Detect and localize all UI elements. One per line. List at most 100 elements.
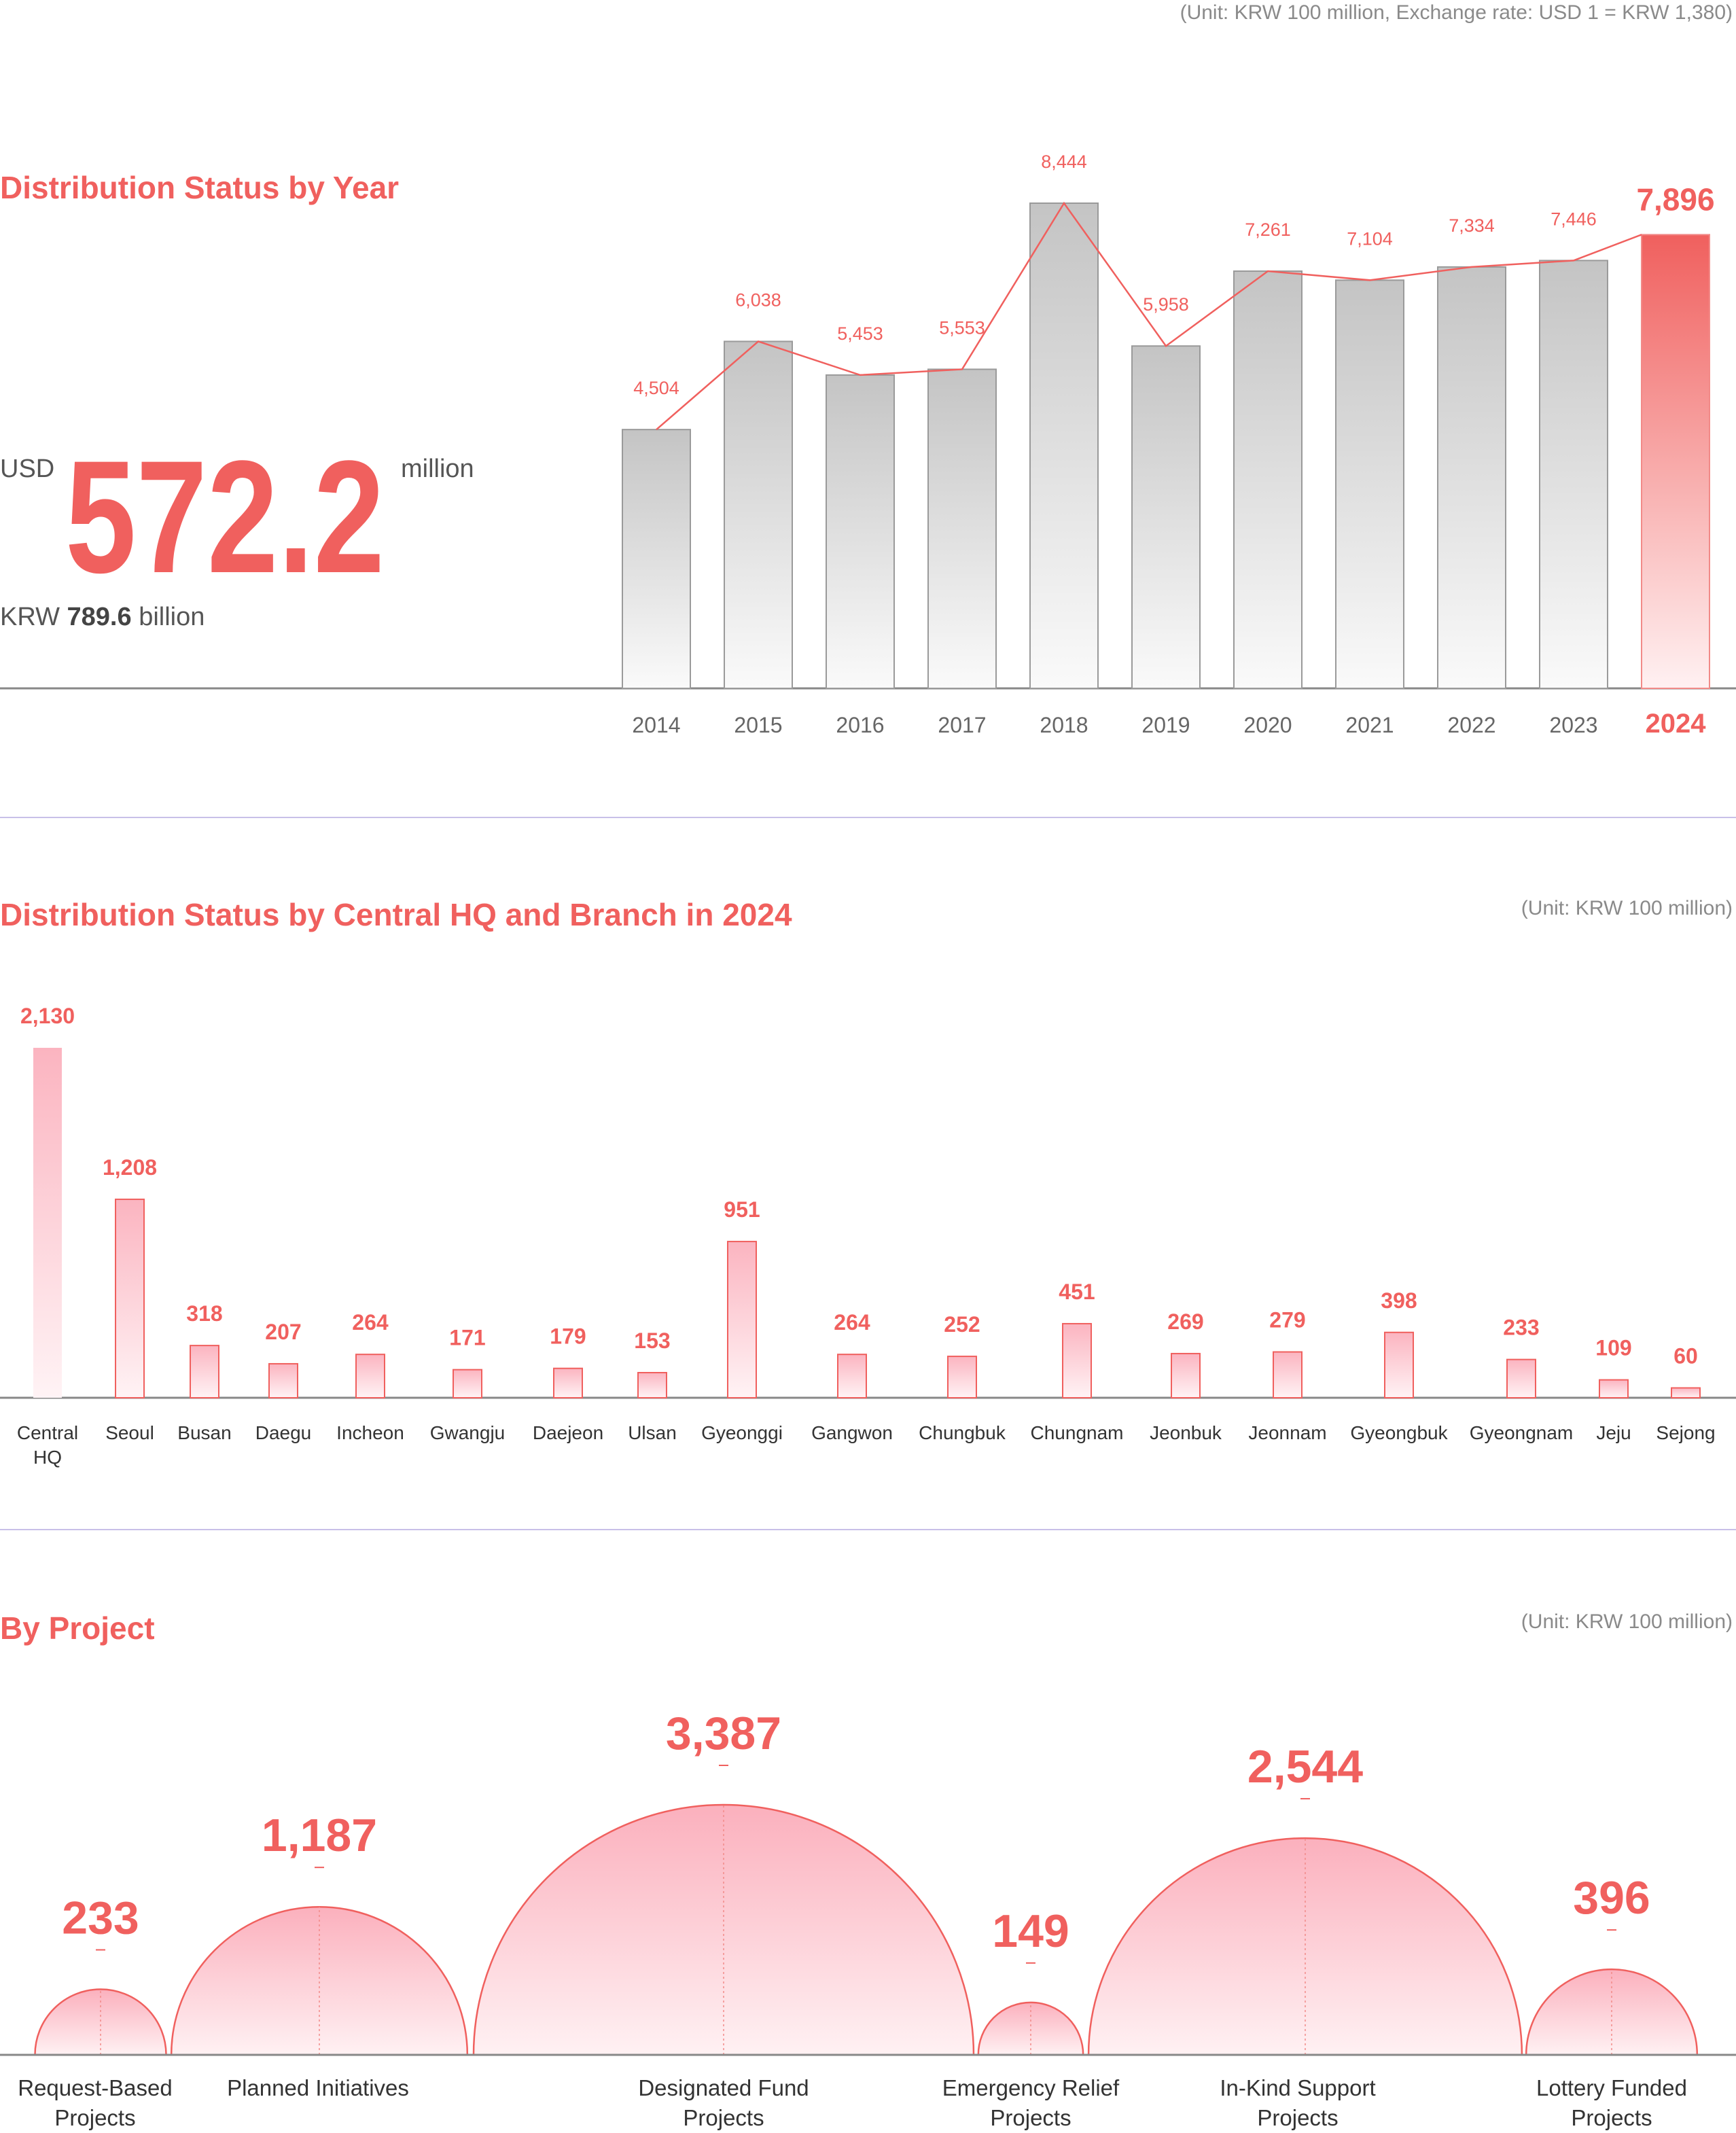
branch-tick-chungbuk: Chungbuk <box>919 1422 1006 1443</box>
branch-value-label-gwangju: 171 <box>449 1326 485 1350</box>
branch-bar-chungnam <box>1062 1322 1092 1399</box>
year-bar-2024 <box>1641 234 1710 689</box>
project-value-label-planned-initiatives: 1,187 <box>262 1810 377 1861</box>
branch-value-label-jeonnam: 279 <box>1269 1308 1305 1333</box>
year-tick-2015: 2015 <box>734 713 782 737</box>
year-tick-2014: 2014 <box>632 713 680 737</box>
project-dome-lottery-funded-projects <box>1525 1969 1699 2056</box>
top-unit-note: (Unit: KRW 100 million, Exchange rate: U… <box>1180 1 1733 24</box>
year-tick-2024: 2024 <box>1646 709 1707 739</box>
branch-bar-daejeon <box>553 1367 583 1399</box>
year-tick-2021: 2021 <box>1345 713 1394 737</box>
branch-value-label-incheon: 264 <box>352 1310 389 1335</box>
year-tick-2017: 2017 <box>938 713 986 737</box>
branch-value-label-gyeonggi: 951 <box>724 1197 760 1222</box>
branch-tick-gwangju: Gwangju <box>430 1422 506 1443</box>
branch-bars <box>33 1048 1701 1399</box>
project-tick-lottery-funded-projects: Lottery Funded Projects <box>1536 2075 1687 2130</box>
branch-value-label-gyeongnam: 233 <box>1503 1316 1539 1340</box>
branch-bar-gyeongnam <box>1506 1358 1536 1398</box>
branch-tick-busan: Busan <box>177 1422 231 1443</box>
krw-prefix: KRW <box>0 603 60 631</box>
branch-tick-seoul: Seoul <box>105 1422 154 1443</box>
branch-bar-incheon <box>355 1354 385 1399</box>
branch-value-label-seoul: 1,208 <box>103 1155 157 1180</box>
project-tick-planned-initiatives: Planned Initiatives <box>227 2075 409 2100</box>
branch-value-label-sejong: 60 <box>1673 1343 1698 1368</box>
year-value-label-2018: 8,444 <box>1041 152 1087 172</box>
year-value-label-2022: 7,334 <box>1449 215 1495 236</box>
project-tick-request-based-projects: Request-Based Projects <box>18 2075 172 2130</box>
project-value-labels: 233 1,187 3,387 149 2,544 396 <box>62 1708 1650 1957</box>
branch-tick-ulsan: Ulsan <box>628 1422 677 1443</box>
branch-tick-gyeongbuk: Gyeongbuk <box>1350 1422 1448 1443</box>
year-tick-2019: 2019 <box>1141 713 1190 737</box>
branch-tick-jeju: Jeju <box>1596 1422 1631 1443</box>
krw-value: 789.6 <box>67 603 132 631</box>
project-dome-in-kind-support-projects <box>1088 1838 1522 2055</box>
year-bar-2015 <box>724 340 793 689</box>
branch-tick-daegu: Daegu <box>255 1422 312 1443</box>
branch-bar-sejong <box>1671 1387 1701 1398</box>
branch-value-label-gyeongbuk: 398 <box>1381 1288 1417 1313</box>
year-tick-2016: 2016 <box>836 713 884 737</box>
project-value-label-lottery-funded-projects: 396 <box>1573 1872 1650 1924</box>
branch-bar-seoul <box>115 1198 145 1399</box>
year-bar-2023 <box>1539 260 1608 690</box>
branch-tick-chungnam: Chungnam <box>1031 1422 1124 1443</box>
year-bar-2022 <box>1437 266 1506 690</box>
year-value-label-2020: 7,261 <box>1245 219 1291 240</box>
krw-line: KRW 789.6 billion <box>0 603 205 631</box>
branch-bar-busan <box>190 1345 219 1398</box>
branch-value-label-busan: 318 <box>186 1301 222 1326</box>
branch-tick-incheon: Incheon <box>336 1422 404 1443</box>
branch-value-label-chungbuk: 252 <box>944 1312 980 1337</box>
branch-bar-jeonbuk <box>1171 1352 1201 1398</box>
branch-value-label-daejeon: 179 <box>550 1324 586 1349</box>
year-bar-2017 <box>927 368 997 689</box>
year-bar-2014 <box>622 429 691 689</box>
branch-bar-chungbuk <box>947 1356 977 1399</box>
year-value-label-2016: 5,453 <box>837 323 883 344</box>
branch-tick-jeonbuk: Jeonbuk <box>1150 1422 1222 1443</box>
usd-suffix: million <box>401 455 474 483</box>
branch-tick-jeonnam: Jeonnam <box>1248 1422 1326 1443</box>
year-tick-2022: 2022 <box>1447 713 1495 737</box>
year-tick-2018: 2018 <box>1040 713 1088 737</box>
project-dome-request-based-projects <box>34 1988 167 2056</box>
year-bar-2021 <box>1335 279 1404 689</box>
branch-bar-gyeonggi <box>727 1241 757 1398</box>
project-tick-labels: Request-Based Projects Planned Initiatives… <box>18 2075 1687 2130</box>
branch-value-label-jeju: 109 <box>1595 1336 1631 1360</box>
year-value-label-2021: 7,104 <box>1347 228 1393 249</box>
branch-tick-labels: Central HQ Seoul Busan Daegu Incheon Gwangju Da… <box>17 1422 1716 1468</box>
branch-value-label-daegu: 207 <box>265 1320 301 1344</box>
year-tick-2023: 2023 <box>1549 713 1597 737</box>
project-tick-designated-fund-projects: Designated Fund Projects <box>638 2075 809 2130</box>
project-tick-in-kind-support-projects: In-Kind Support Projects <box>1220 2075 1375 2130</box>
project-value-label-in-kind-support-projects: 2,544 <box>1247 1741 1363 1793</box>
year-value-label-2024: 7,896 <box>1636 181 1714 217</box>
year-value-label-2014: 4,504 <box>633 378 679 398</box>
project-value-label-designated-fund-projects: 3,387 <box>666 1708 781 1759</box>
branch-tick-central-hq: Central HQ <box>17 1422 78 1468</box>
branch-value-labels: 2,130 1,208 318 207 264 171 179 153 951 264 252 451… <box>20 1004 1698 1368</box>
year-value-labels: 4,504 6,038 5,453 5,553 8,444 5,958 7,261 7,104… <box>633 152 1714 398</box>
branch-tick-gyeongnam: Gyeongnam <box>1470 1422 1574 1443</box>
year-value-label-2017: 5,553 <box>939 317 985 338</box>
branch-tick-sejong: Sejong <box>1656 1422 1715 1443</box>
project-value-label-emergency-relief-projects: 149 <box>992 1905 1069 1957</box>
year-value-label-2019: 5,958 <box>1143 294 1189 315</box>
branch-chart-title: Distribution Status by Central HQ and Br… <box>0 897 792 932</box>
branch-bar-central-hq <box>33 1048 62 1398</box>
branch-tick-gyeonggi: Gyeonggi <box>701 1422 783 1443</box>
project-tick-emergency-relief-projects: Emergency Relief Projects <box>942 2075 1120 2130</box>
year-bar-2020 <box>1233 270 1303 690</box>
branch-value-label-gangwon: 264 <box>834 1310 870 1335</box>
usd-prefix: USD <box>0 455 54 483</box>
year-bars <box>622 202 1710 690</box>
branch-value-label-ulsan: 153 <box>634 1328 670 1353</box>
project-domes <box>34 1765 1699 2056</box>
year-bar-2019 <box>1131 345 1201 689</box>
branch-value-label-central-hq: 2,130 <box>20 1004 75 1028</box>
